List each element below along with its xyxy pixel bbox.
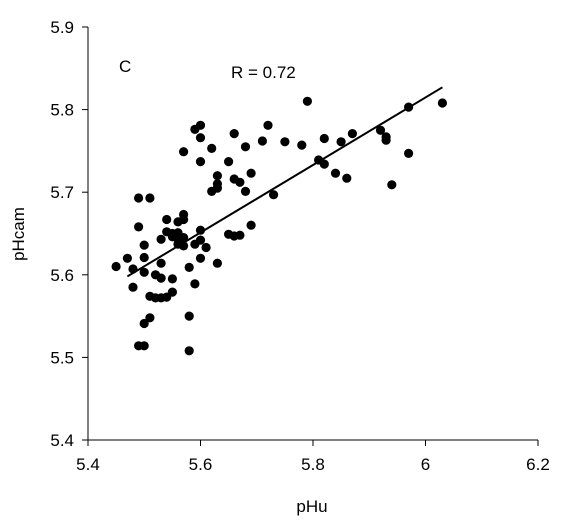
data-point: [145, 313, 155, 323]
data-point: [184, 346, 194, 356]
data-point: [139, 341, 149, 351]
x-axis-title: pHu: [296, 497, 327, 516]
data-point: [257, 136, 267, 146]
y-tick-label: 5.9: [50, 18, 74, 37]
data-point: [212, 258, 222, 268]
y-tick-label: 5.4: [50, 431, 74, 450]
y-axis-title: pHcam: [9, 207, 28, 261]
y-tick-label: 5.6: [50, 266, 74, 285]
y-axis-ticks: 5.4 5.5 5.6 5.7 5.8 5.9: [50, 18, 88, 450]
x-tick-label: 6.2: [526, 455, 550, 474]
data-point: [156, 258, 166, 268]
data-point: [302, 96, 312, 106]
data-point: [212, 183, 222, 193]
data-point: [229, 129, 239, 139]
data-point: [139, 267, 149, 277]
data-point: [195, 157, 206, 167]
data-point: [167, 287, 177, 297]
data-point: [190, 279, 200, 289]
data-point: [145, 193, 155, 203]
data-point: [319, 159, 329, 169]
data-point: [195, 120, 206, 130]
data-point: [179, 214, 189, 225]
data-point: [263, 120, 273, 130]
data-point: [139, 252, 149, 263]
data-point: [195, 133, 206, 143]
data-points: [111, 96, 447, 356]
data-point: [134, 193, 144, 203]
data-point: [162, 214, 172, 225]
data-point: [156, 234, 166, 244]
data-point: [404, 148, 414, 158]
data-point: [342, 173, 352, 183]
data-point: [201, 242, 211, 253]
data-point: [240, 142, 251, 152]
data-point: [139, 318, 149, 329]
y-tick-label: 5.8: [50, 101, 74, 120]
data-point: [280, 137, 290, 147]
axes: [87, 27, 538, 441]
data-point: [375, 125, 386, 135]
data-point: [437, 98, 447, 108]
x-tick-label: 5.8: [301, 455, 325, 474]
data-point: [246, 220, 256, 230]
data-point: [195, 235, 206, 245]
data-point: [235, 230, 245, 240]
data-point: [179, 233, 189, 243]
data-point: [319, 133, 329, 144]
data-point: [336, 137, 346, 147]
data-point: [387, 180, 397, 190]
data-point: [212, 171, 222, 181]
x-tick-label: 5.6: [189, 455, 213, 474]
data-point: [179, 147, 189, 157]
data-point: [297, 140, 307, 150]
data-point: [167, 274, 177, 284]
data-point: [207, 143, 217, 153]
data-point: [240, 186, 251, 196]
x-tick-label: 6: [421, 455, 430, 474]
panel-label: C: [119, 57, 131, 76]
data-point: [184, 262, 194, 272]
data-point: [139, 240, 149, 250]
data-point: [111, 261, 121, 272]
data-point: [381, 135, 391, 145]
data-point: [246, 168, 256, 178]
data-point: [224, 157, 234, 167]
data-point: [235, 177, 245, 187]
data-point: [347, 129, 357, 139]
data-point: [184, 311, 194, 321]
data-point: [134, 222, 144, 232]
data-point: [195, 225, 206, 235]
data-point: [195, 253, 206, 263]
data-point: [122, 253, 132, 263]
x-axis-ticks: 5.4 5.6 5.8 6 6.2: [76, 440, 550, 474]
data-point: [330, 168, 341, 178]
trend-line: [126, 86, 443, 278]
data-point: [269, 190, 279, 200]
x-tick-label: 5.4: [76, 455, 100, 474]
data-point: [156, 273, 166, 283]
y-tick-label: 5.5: [50, 348, 74, 367]
y-tick-label: 5.7: [50, 183, 74, 202]
correlation-annotation: R = 0.72: [231, 63, 296, 82]
data-point: [128, 282, 138, 292]
